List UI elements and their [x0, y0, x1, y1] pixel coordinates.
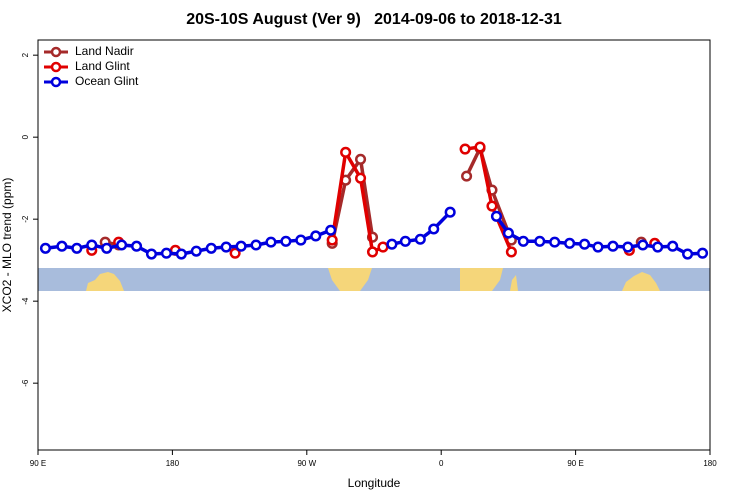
data-point	[459, 143, 471, 155]
data-point	[235, 240, 247, 252]
y-tick-label: -2	[21, 215, 30, 223]
y-tick-label: 0	[21, 134, 30, 139]
data-point	[101, 242, 113, 254]
data-point	[116, 239, 128, 251]
data-point	[377, 241, 389, 253]
legend-marker	[50, 76, 62, 88]
data-point	[310, 230, 322, 242]
legend-label: Ocean Glint	[75, 74, 139, 88]
data-point	[502, 227, 514, 239]
plot-frame	[37, 39, 711, 451]
data-point	[160, 247, 172, 259]
y-tick-label: -6	[21, 379, 30, 387]
data-point	[414, 233, 426, 245]
data-point	[474, 141, 486, 153]
data-point	[56, 240, 68, 252]
data-point	[355, 153, 367, 165]
data-point	[490, 210, 503, 222]
data-point	[205, 242, 217, 254]
data-point	[652, 241, 664, 253]
data-point	[145, 248, 158, 260]
x-tick-label: 0	[439, 459, 444, 468]
data-point	[637, 239, 649, 251]
data-point	[564, 237, 576, 249]
data-point	[592, 241, 604, 253]
land	[328, 268, 372, 291]
data-point	[325, 224, 337, 236]
legend-marker	[50, 46, 62, 58]
data-point	[131, 240, 143, 252]
x-tick-label: 90 E	[30, 459, 46, 468]
ocean-strip	[38, 268, 710, 291]
data-point	[71, 242, 83, 254]
data-point	[549, 236, 561, 248]
data-point	[175, 248, 187, 260]
y-tick-label: 2	[21, 52, 30, 57]
y-tick-label: -4	[21, 297, 30, 305]
x-tick-label: 180	[166, 459, 180, 468]
data-point	[220, 241, 232, 253]
data-point	[39, 242, 52, 254]
data-point	[280, 235, 292, 247]
land	[460, 268, 503, 291]
data-point	[366, 246, 379, 258]
data-point	[340, 146, 352, 158]
data-point	[517, 235, 529, 247]
land	[622, 272, 660, 291]
legend-label: Land Nadir	[75, 44, 134, 58]
data-point	[340, 174, 352, 186]
data-point	[607, 240, 619, 252]
data-point	[682, 248, 694, 260]
land	[510, 275, 518, 291]
y-axis-label: XCO2 - MLO trend (ppm)	[0, 178, 14, 313]
data-point	[355, 172, 367, 184]
data-point	[444, 206, 456, 218]
data-point	[399, 235, 411, 247]
data-point	[190, 245, 202, 257]
x-tick-label: 90 W	[297, 459, 316, 468]
data-point	[229, 247, 241, 259]
x-tick-label: 180	[703, 459, 717, 468]
series-line	[332, 147, 655, 252]
data-point	[326, 234, 338, 246]
data-point	[486, 200, 498, 212]
data-point	[250, 239, 262, 251]
chart-title: 20S-10S August (Ver 9) 2014-09-06 to 201…	[186, 11, 562, 28]
series-line	[105, 148, 641, 245]
data-point	[505, 246, 517, 258]
land-ocean-strip	[38, 268, 710, 291]
x-axis-label: Longitude	[348, 476, 401, 490]
data-point	[461, 170, 473, 182]
data-point	[579, 238, 591, 250]
data-point	[86, 239, 98, 251]
legend-label: Land Glint	[75, 59, 130, 73]
data-point	[386, 238, 398, 250]
legend-marker	[50, 61, 62, 73]
data-point	[534, 235, 546, 247]
data-point	[622, 241, 634, 253]
land	[86, 272, 124, 291]
data-point	[295, 234, 307, 246]
data-point	[696, 247, 709, 259]
data-point	[428, 223, 440, 235]
x-tick-label: 90 E	[567, 459, 583, 468]
data-point	[265, 236, 277, 248]
data-point	[667, 240, 679, 252]
